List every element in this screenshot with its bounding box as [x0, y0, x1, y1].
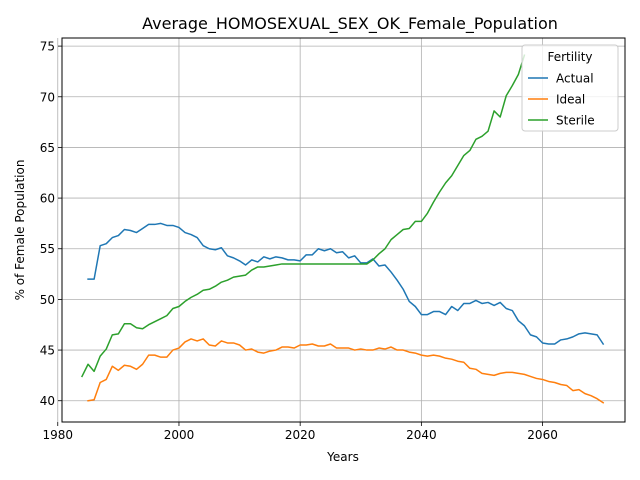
series-line-sterile [80, 54, 526, 378]
x-tick-label: 2020 [285, 428, 316, 442]
chart-title: Average_HOMOSEXUAL_SEX_OK_Female_Populat… [142, 14, 558, 34]
y-tick-label: 50 [40, 293, 55, 307]
y-tick-label: 65 [40, 141, 55, 155]
legend: Fertility Actual Ideal Sterile [521, 44, 619, 132]
y-tick-label: 70 [40, 90, 55, 104]
x-axis-label: Years [326, 450, 359, 464]
series-line-ideal [87, 338, 605, 404]
x-tick-label: 1980 [42, 428, 73, 442]
y-tick-label: 40 [40, 394, 55, 408]
y-axis-ticks: 40 45 50 55 60 65 70 75 [40, 40, 62, 408]
grid-lines [57, 38, 625, 422]
x-tick-label: 2060 [527, 428, 558, 442]
x-tick-label: 2000 [164, 428, 195, 442]
legend-box [521, 44, 619, 132]
y-tick-label: 75 [40, 40, 55, 54]
x-tick-label: 2040 [406, 428, 437, 442]
series-lines [80, 54, 605, 404]
legend-title: Fertility [547, 50, 592, 64]
legend-label-sterile: Sterile [556, 114, 595, 128]
y-axis-label: % of Female Population [13, 160, 27, 301]
series-line-actual [87, 222, 605, 346]
y-tick-label: 60 [40, 192, 55, 206]
plot-frame [61, 37, 626, 423]
legend-items: Actual Ideal Sterile [528, 72, 595, 128]
y-tick-label: 45 [40, 344, 55, 358]
legend-label-actual: Actual [556, 72, 594, 86]
legend-label-ideal: Ideal [556, 93, 585, 107]
y-tick-label: 55 [40, 242, 55, 256]
x-axis-ticks: 1980 2000 2020 2040 2060 [42, 422, 558, 442]
